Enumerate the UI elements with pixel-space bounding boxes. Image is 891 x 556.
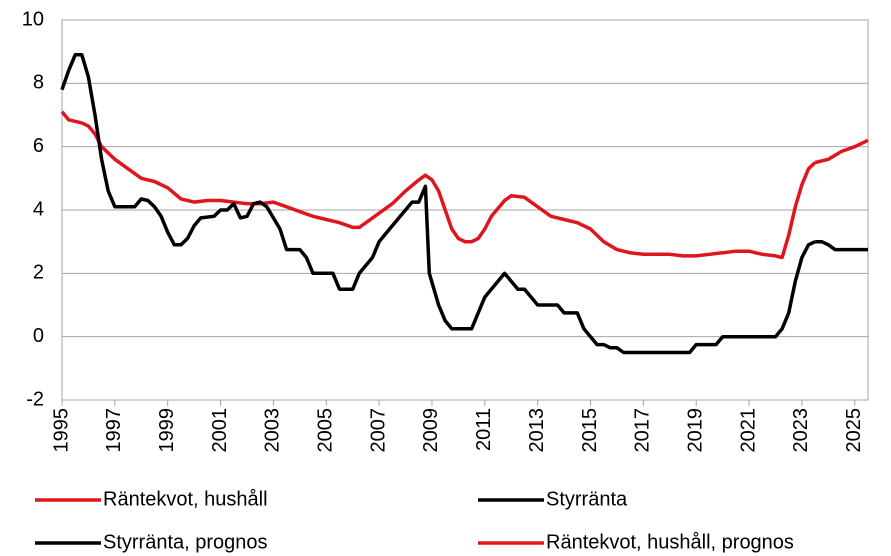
x-tick-label: 2003 [262, 408, 284, 453]
y-tick-label: 10 [22, 8, 44, 30]
x-tick-label: 2025 [843, 408, 865, 453]
series-line [814, 138, 869, 165]
x-tick-label: 2005 [315, 408, 337, 453]
series-line [60, 110, 817, 260]
y-tick-label: -2 [26, 388, 44, 410]
legend-label: Styrränta [546, 488, 628, 510]
x-tick-label: 1999 [156, 408, 178, 453]
y-tick-label: 4 [33, 198, 44, 220]
x-tick-label: 2009 [420, 408, 442, 453]
x-tick-label: 1997 [103, 408, 125, 453]
y-tick-label: 6 [33, 135, 44, 157]
x-tick-label: 2001 [209, 408, 231, 453]
x-tick-label: 2017 [632, 408, 654, 453]
series-line [60, 53, 816, 355]
legend-label: Räntekvot, hushåll, prognos [546, 531, 794, 553]
x-tick-label: 2013 [526, 408, 548, 453]
x-tick-label: 1995 [50, 408, 72, 453]
x-tick-label: 2007 [367, 408, 389, 453]
y-tick-label: 2 [33, 262, 44, 284]
y-tick-label: 0 [33, 325, 44, 347]
x-tick-label: 2023 [790, 408, 812, 453]
y-tick-label: 8 [33, 72, 44, 94]
x-tick-label: 2021 [737, 408, 759, 453]
x-tick-label: 2019 [685, 408, 707, 453]
series-line [815, 239, 868, 252]
x-tick-label: 2015 [579, 408, 601, 453]
legend-label: Räntekvot, hushåll [103, 488, 268, 510]
x-tick-label: 2011 [473, 408, 495, 451]
legend-label: Styrränta, prognos [103, 531, 268, 553]
